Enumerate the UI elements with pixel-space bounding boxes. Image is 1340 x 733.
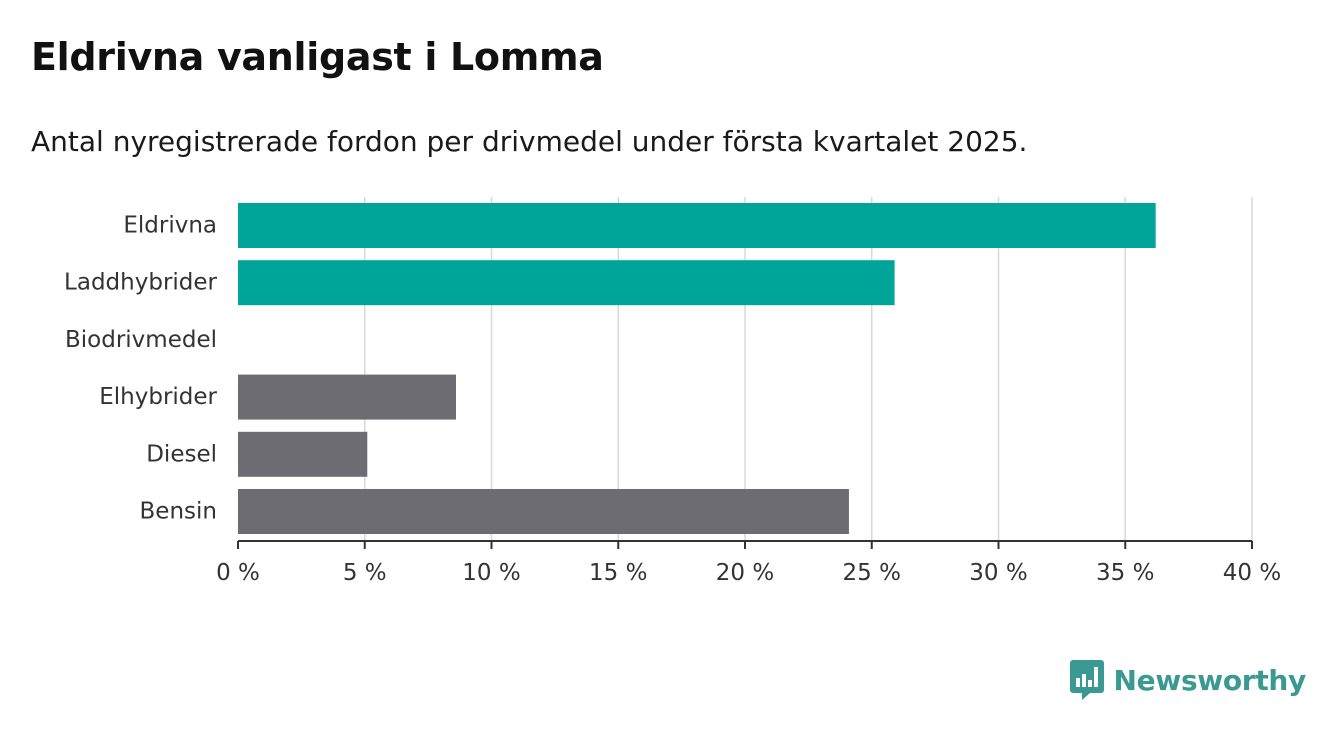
category-label: Eldrivna [123, 213, 217, 239]
x-tick-label: 15 % [589, 560, 647, 586]
x-tick-label: 20 % [716, 560, 774, 586]
bar-chart-speech-bubble-icon [1069, 660, 1104, 700]
x-tick-label: 25 % [843, 560, 901, 586]
brand-name: Newsworthy [1113, 663, 1307, 697]
category-label: Laddhybrider [64, 270, 217, 296]
grid-lines [364, 197, 1253, 541]
category-label: Bensin [140, 499, 217, 525]
bars [238, 203, 1156, 534]
x-tick-label: 0 % [216, 560, 260, 586]
category-label: Diesel [146, 441, 217, 467]
category-label: Biodrivmedel [65, 327, 217, 353]
x-axis: 0 % 5 % 10 % 15 % 20 % 25 % 30 % 35 % 40 % [216, 540, 1281, 586]
x-tick-label: 10 % [462, 560, 520, 586]
category-labels: Eldrivna Laddhybrider Biodrivmedel Elhybrid… [64, 213, 217, 525]
category-label: Elhybrider [99, 384, 217, 410]
x-tick-label: 40 % [1223, 560, 1281, 586]
bar [238, 489, 849, 534]
bar [238, 203, 1156, 248]
x-tick-label: 30 % [969, 560, 1027, 586]
chart-title: Eldrivna vanligast i Lomma [31, 35, 604, 79]
bar [238, 260, 895, 306]
chart-subtitle: Antal nyregistrerade fordon per drivmede… [31, 125, 1028, 158]
x-tick-label: 5 % [343, 560, 387, 586]
bar [238, 431, 368, 477]
bar [238, 374, 457, 420]
x-tick-label: 35 % [1096, 560, 1154, 586]
newsworthy-logo: Newsworthy [1069, 660, 1307, 700]
